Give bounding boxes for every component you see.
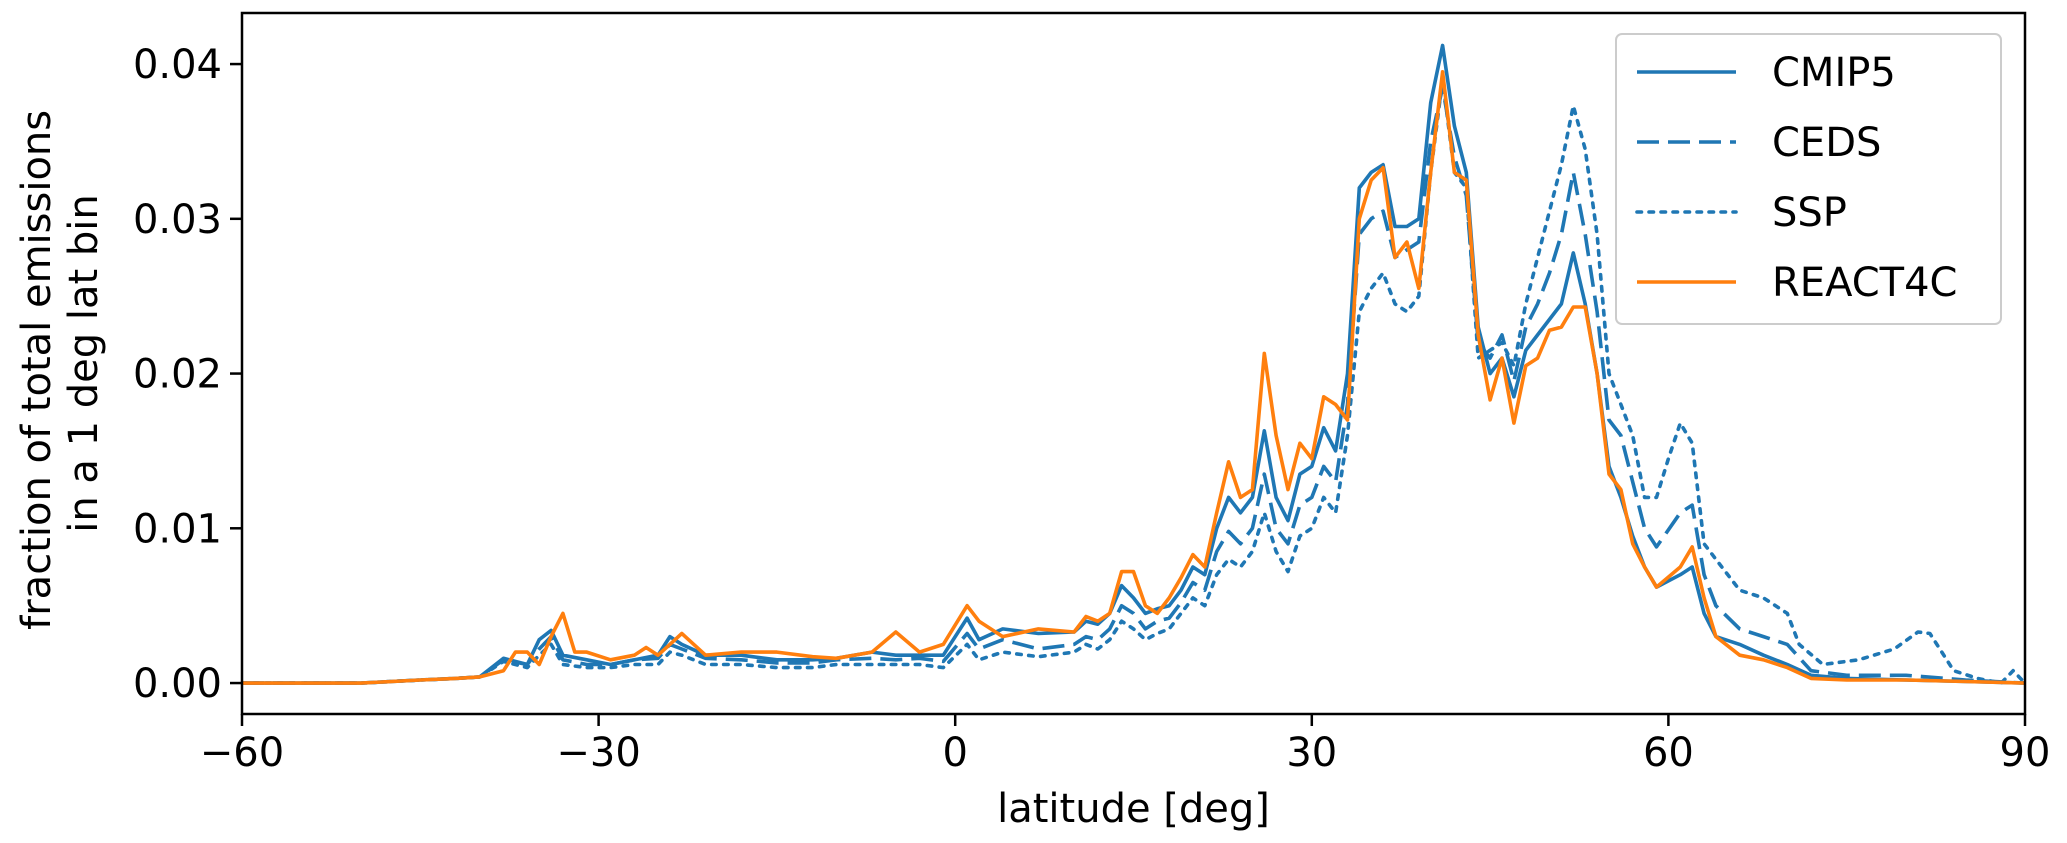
- series-line-react4c: [242, 70, 2025, 685]
- x-tick-label: 0: [942, 730, 967, 776]
- x-axis-ticks: −60 −30 0 30 60 90: [200, 714, 2051, 776]
- legend-label-ssp: SSP: [1772, 190, 1847, 236]
- x-tick-label: 60: [1643, 730, 1694, 776]
- y-axis-ticks: 0.00 0.01 0.02 0.03 0.04: [133, 42, 242, 707]
- y-tick-label: 0.02: [133, 352, 222, 398]
- series-line-cmip5: [242, 43, 2025, 685]
- y-tick-label: 0.01: [133, 506, 222, 552]
- y-axis-label: fraction of total emissions in a 1 deg l…: [14, 97, 107, 630]
- y-tick-label: 0.00: [133, 661, 222, 707]
- series-line-ssp: [242, 77, 2025, 685]
- plot-area-frame: [240, 11, 2027, 716]
- x-tick-label: −60: [200, 730, 284, 776]
- legend-label-react4c: REACT4C: [1772, 260, 1957, 306]
- y-tick-label: 0.04: [133, 42, 222, 88]
- series-line-ceds: [242, 85, 2025, 685]
- plot-lines: [242, 43, 2025, 685]
- y-axis-label-line2: in a 1 deg lat bin: [61, 194, 107, 533]
- y-tick-label: 0.03: [133, 197, 222, 243]
- y-axis-label-line1: fraction of total emissions: [14, 110, 60, 630]
- legend-box: [1615, 33, 2002, 325]
- x-axis-label: latitude [deg]: [997, 786, 1270, 832]
- legend-label-cmip5: CMIP5: [1772, 50, 1896, 96]
- x-tick-label: 90: [2000, 730, 2051, 776]
- x-tick-label: −30: [556, 730, 640, 776]
- legend: CMIP5 CEDS SSP REACT4C: [1615, 33, 2002, 325]
- legend-label-ceds: CEDS: [1772, 120, 1881, 166]
- x-tick-label: 30: [1286, 730, 1337, 776]
